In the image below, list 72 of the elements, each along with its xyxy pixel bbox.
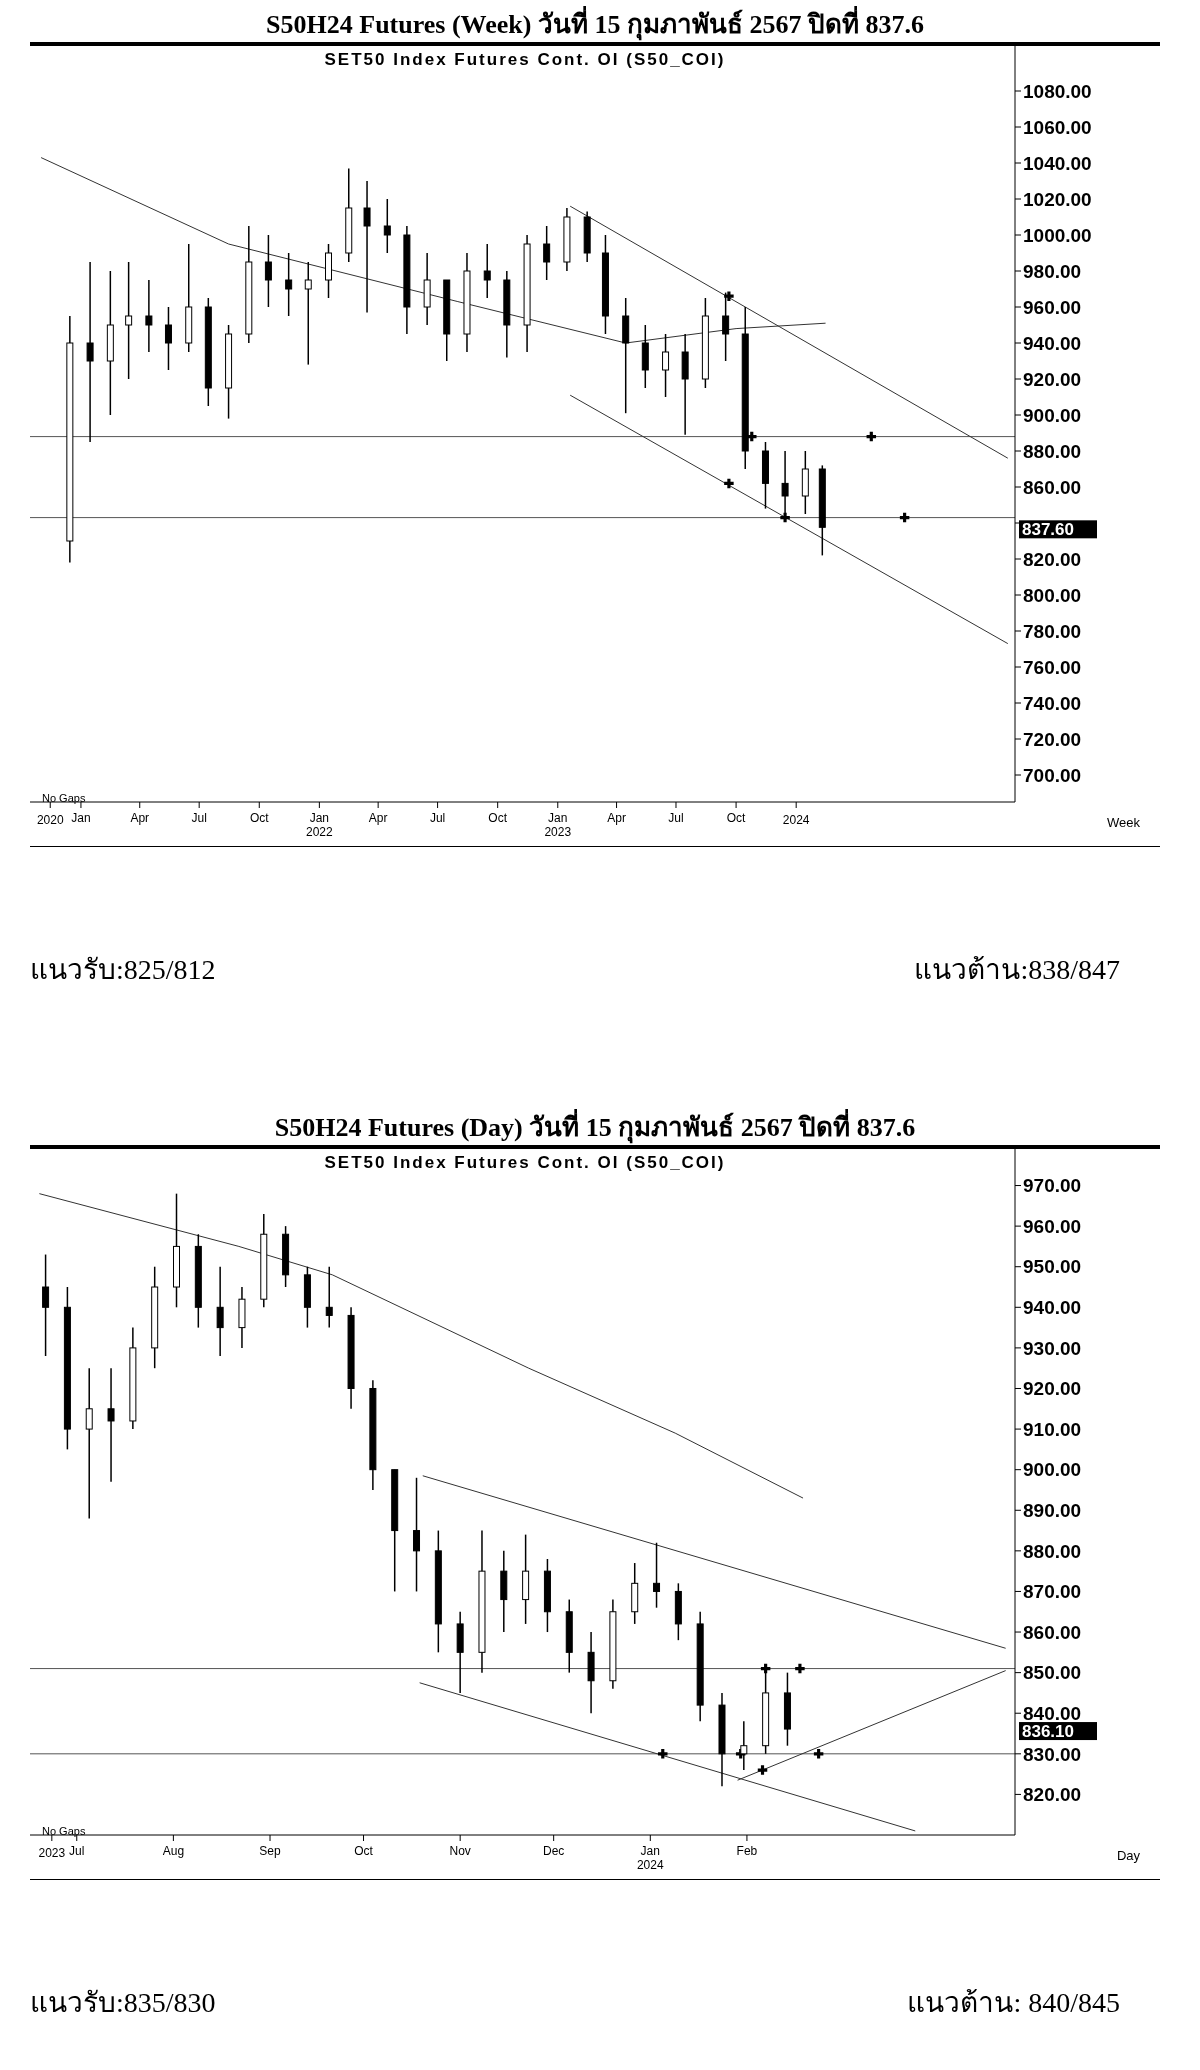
y-tick-label: 840.00 bbox=[1023, 1702, 1082, 1724]
y-tick-label: 940.00 bbox=[1023, 1297, 1082, 1319]
y-tick-label: 1060.00 bbox=[1023, 116, 1092, 138]
x-tick-label: 2024 bbox=[782, 813, 810, 827]
y-tick-label: 860.00 bbox=[1023, 476, 1082, 498]
text: แนวต้าน: 840/845 bbox=[907, 1986, 1120, 2020]
y-tick-label: 720.00 bbox=[1023, 728, 1082, 750]
y-tick-label: 1080.00 bbox=[1023, 80, 1092, 102]
y-tick-label: 950.00 bbox=[1023, 1256, 1082, 1278]
y-tick-label: 930.00 bbox=[1023, 1337, 1082, 1359]
y-tick-label: 700.00 bbox=[1023, 764, 1082, 786]
x-tick-label: Jan 2023 bbox=[544, 811, 572, 839]
x-tick-label: Jul bbox=[191, 811, 207, 825]
y-tick-label: 760.00 bbox=[1023, 656, 1082, 678]
text: แนวต้าน:838/847 bbox=[914, 953, 1120, 987]
x-tick-label: Oct bbox=[488, 811, 508, 825]
y-tick-label: 870.00 bbox=[1023, 1581, 1082, 1603]
x-tick-label: Oct bbox=[354, 1844, 374, 1858]
y-tick-label: 960.00 bbox=[1023, 1215, 1082, 1237]
x-tick-label: Sep bbox=[259, 1844, 282, 1858]
chart-subtitle: SET50 Index Futures Cont. OI (S50_COI) bbox=[323, 1153, 727, 1173]
y-tick-label: 830.00 bbox=[1023, 1743, 1082, 1765]
annotation: No Gaps bbox=[42, 1825, 86, 1837]
chart-title: S50H24 Futures (Day) วันที่ 15 กุมภาพันธ์ 2567 ปิดที่ 837.6 bbox=[273, 1111, 917, 1145]
y-tick-label: 860.00 bbox=[1023, 1621, 1082, 1643]
y-tick-label: 980.00 bbox=[1023, 260, 1082, 282]
x-tick-label: Apr bbox=[130, 811, 150, 825]
y-tick-label: 890.00 bbox=[1023, 1500, 1082, 1522]
x-tick-label: Oct bbox=[726, 811, 747, 825]
y-tick-label: 880.00 bbox=[1023, 1540, 1082, 1562]
y-tick-label: 900.00 bbox=[1023, 1459, 1082, 1481]
y-tick-label: 900.00 bbox=[1023, 404, 1082, 426]
x-tick-label: Oct bbox=[249, 811, 270, 825]
x-tick-label: Jul bbox=[69, 1844, 85, 1858]
x-tick-label: Apr bbox=[368, 811, 388, 825]
y-tick-label: 820.00 bbox=[1023, 1784, 1082, 1806]
y-tick-label: 850.00 bbox=[1023, 1662, 1082, 1684]
annotation: No Gaps bbox=[42, 792, 86, 804]
x-tick-label: Apr bbox=[607, 811, 626, 825]
chart-title: S50H24 Futures (Week) วันที่ 15 กุมภาพันธ์ 2567 ปิดที่ 837.6 bbox=[265, 8, 925, 42]
y-tick-label: 960.00 bbox=[1023, 296, 1082, 318]
y-tick-label: 800.00 bbox=[1023, 584, 1082, 606]
text: 836.10 bbox=[1022, 1722, 1074, 1742]
x-tick-label: Dec bbox=[543, 1844, 565, 1858]
chart-subtitle: SET50 Index Futures Cont. OI (S50_COI) bbox=[323, 50, 727, 70]
text: แนวรับ:835/830 bbox=[30, 1986, 216, 2020]
text: Day bbox=[1116, 1848, 1140, 1863]
y-tick-label: 780.00 bbox=[1023, 620, 1082, 642]
text: แนวรับ:825/812 bbox=[30, 953, 216, 987]
x-tick-label: Aug bbox=[162, 1844, 185, 1858]
x-tick-label: Nov bbox=[449, 1844, 471, 1858]
y-tick-label: 1000.00 bbox=[1023, 224, 1092, 246]
x-tick-label: Jan 2024 bbox=[636, 1844, 664, 1872]
y-tick-label: 940.00 bbox=[1023, 332, 1082, 354]
x-tick-label: Jan 2022 bbox=[306, 811, 334, 839]
text: 837.60 bbox=[1022, 520, 1074, 540]
x-tick-label: 2020 bbox=[36, 813, 64, 827]
y-tick-label: 970.00 bbox=[1023, 1175, 1082, 1197]
y-tick-label: 1020.00 bbox=[1023, 188, 1092, 210]
y-tick-label: 820.00 bbox=[1023, 548, 1082, 570]
text: Week bbox=[1107, 815, 1140, 830]
y-tick-label: 880.00 bbox=[1023, 440, 1082, 462]
x-tick-label: Feb bbox=[736, 1844, 758, 1858]
y-tick-label: 920.00 bbox=[1023, 1378, 1082, 1400]
y-tick-label: 920.00 bbox=[1023, 368, 1082, 390]
y-tick-label: 740.00 bbox=[1023, 692, 1082, 714]
y-tick-label: 910.00 bbox=[1023, 1418, 1082, 1440]
x-tick-label: Jul bbox=[429, 811, 446, 825]
x-tick-label: 2023 bbox=[38, 1846, 66, 1860]
x-tick-label: Jul bbox=[668, 811, 684, 825]
x-tick-label: Jan bbox=[71, 811, 91, 825]
y-tick-label: 1040.00 bbox=[1023, 152, 1092, 174]
